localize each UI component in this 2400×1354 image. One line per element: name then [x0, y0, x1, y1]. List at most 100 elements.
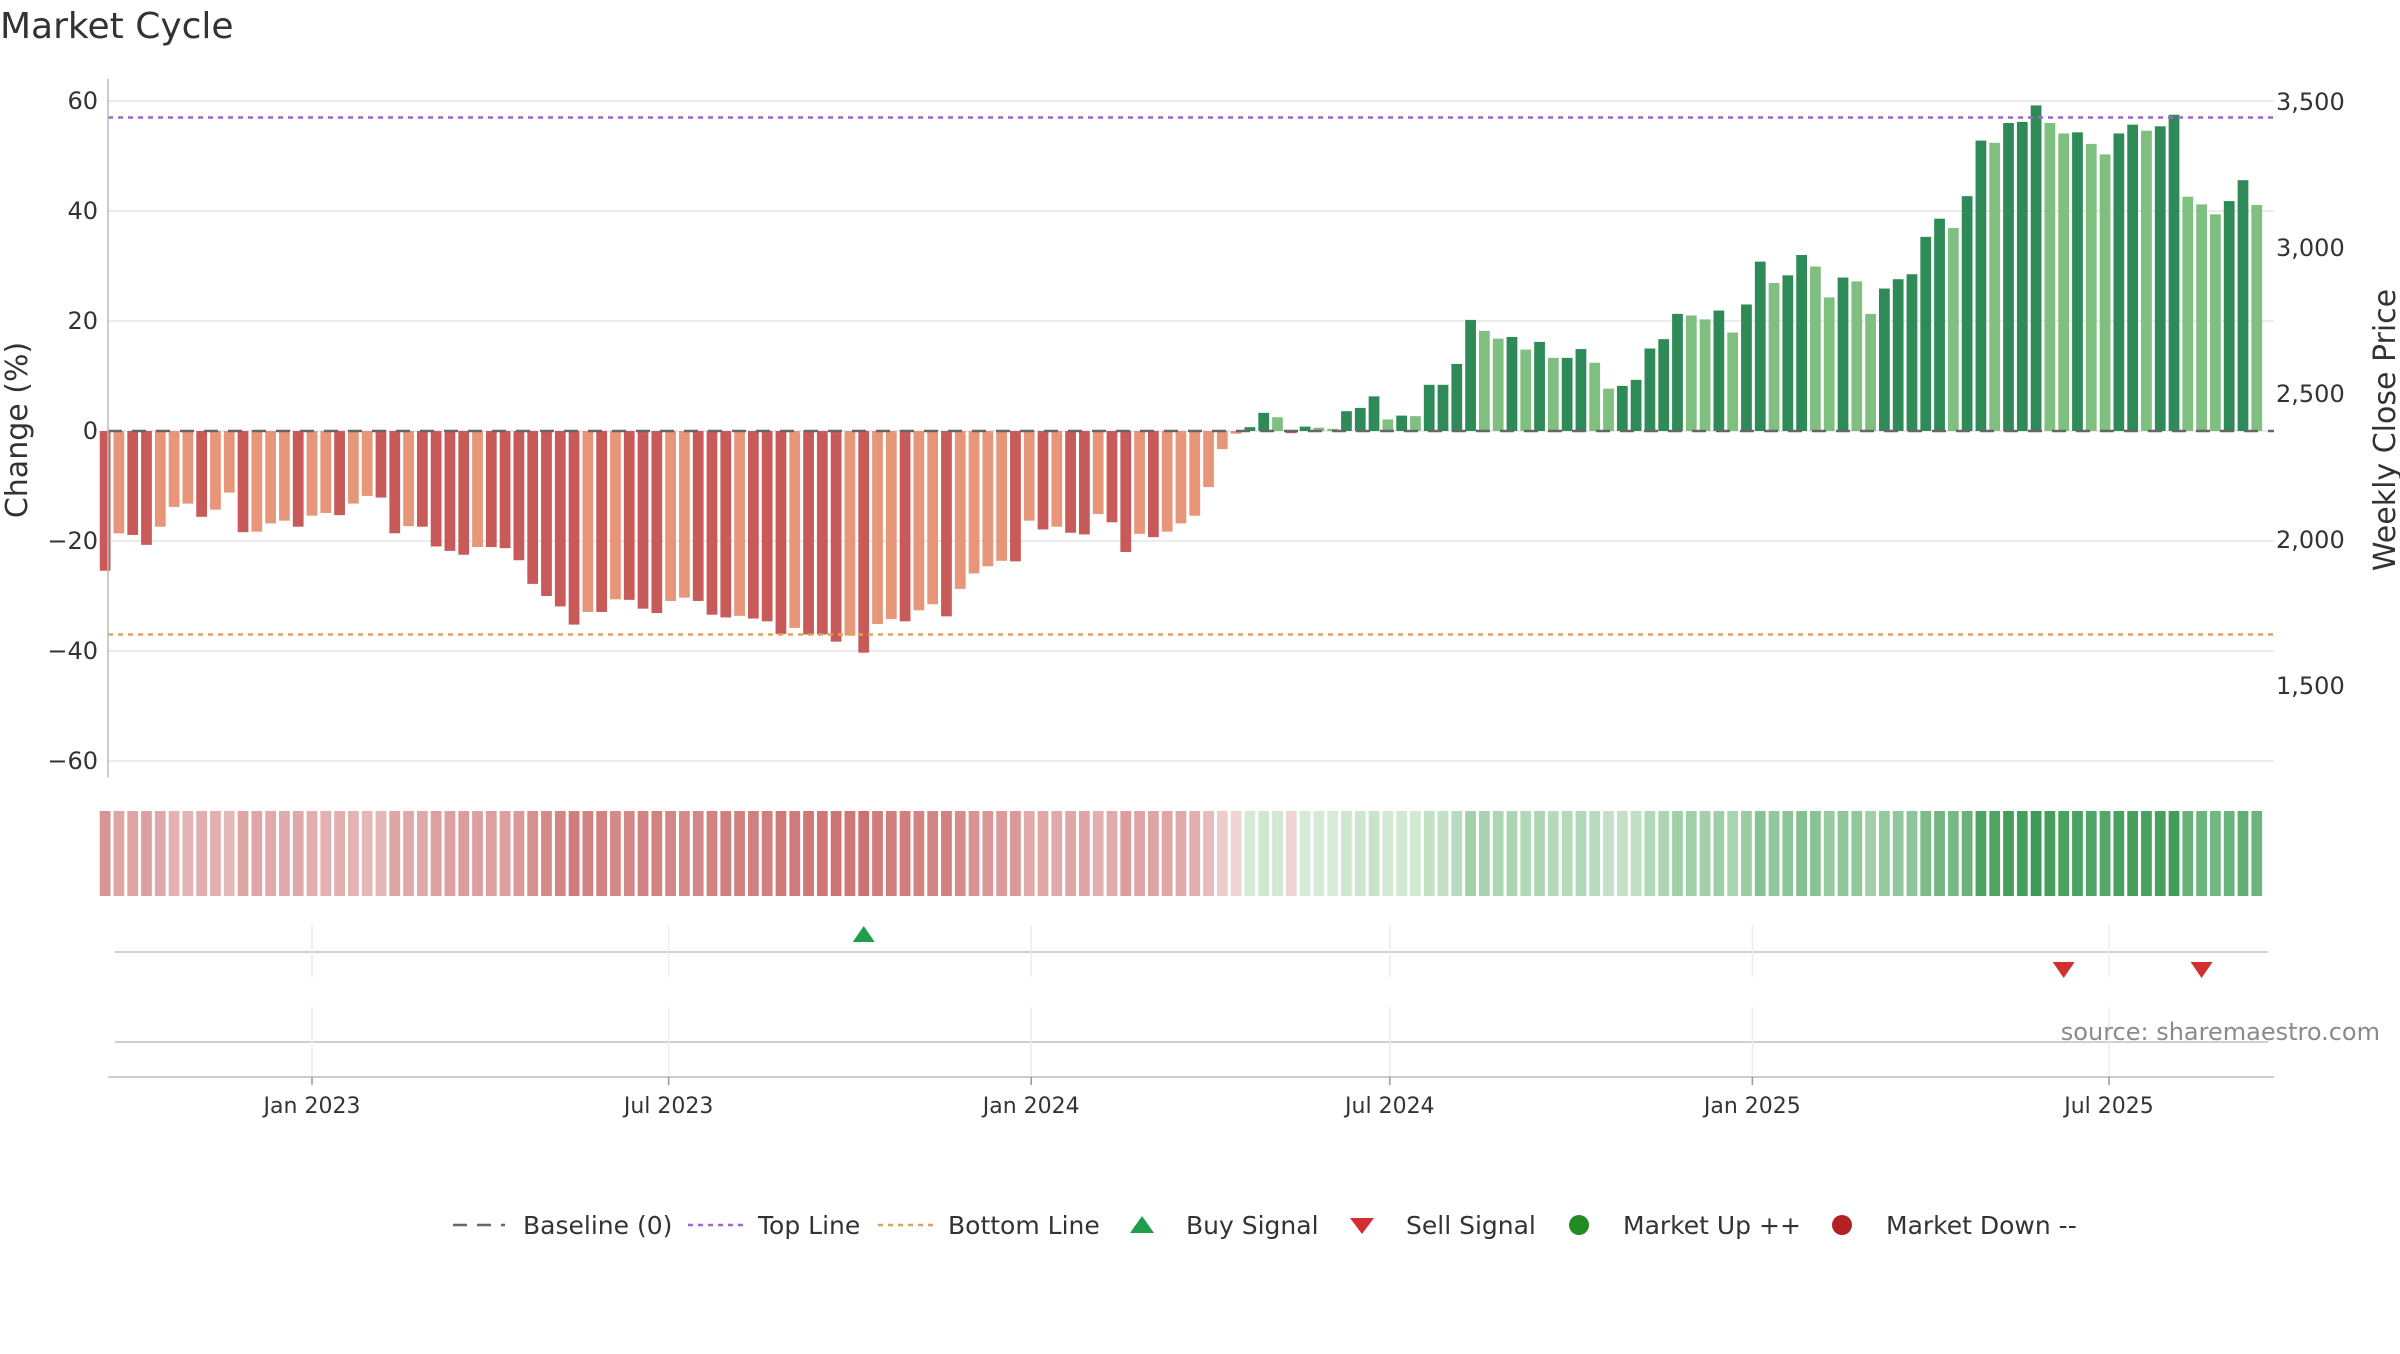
- heat-strip-cell: [734, 811, 745, 896]
- heat-strip-cell: [1741, 811, 1752, 896]
- y-right-tick-label: 2,000: [2276, 526, 2345, 554]
- change-bar: [1023, 431, 1035, 521]
- heat-strip-cell: [1782, 811, 1794, 896]
- change-bar: [1354, 407, 1366, 431]
- heat-strip-cell: [1672, 811, 1683, 896]
- heat-strip-cell: [706, 811, 718, 896]
- heat-strip-cell: [1065, 811, 1076, 896]
- heat-strip-cell: [2113, 811, 2125, 896]
- heat-strip-cell: [1203, 811, 1214, 896]
- legend-sell-signal: Sell Signal: [1350, 1211, 1536, 1240]
- x-tick-label: Jan 2023: [262, 1094, 361, 1119]
- change-bar: [1561, 357, 1573, 431]
- heat-strip-cell: [485, 811, 497, 896]
- change-bar: [1961, 196, 1973, 431]
- change-bar: [1947, 228, 1959, 431]
- x-tick-label: Jul 2025: [2062, 1094, 2154, 1119]
- y-left-tick-label: −60: [47, 747, 98, 775]
- legend-label: Sell Signal: [1406, 1211, 1536, 1240]
- change-bar: [1299, 426, 1311, 431]
- change-bar: [2237, 180, 2249, 431]
- change-bar: [775, 431, 787, 634]
- heat-strip-cell: [1313, 811, 1325, 896]
- heat-strip-cell: [1175, 811, 1187, 896]
- y-left-tick-label: −20: [47, 527, 98, 555]
- change-bar: [913, 431, 925, 611]
- heat-strip-cell: [1865, 811, 1876, 896]
- heat-strip-cell: [568, 811, 580, 896]
- heat-strip-cell: [1851, 811, 1863, 896]
- y-right-tick-label: 3,500: [2276, 88, 2345, 116]
- change-bar: [1479, 330, 1490, 431]
- change-bar: [1010, 431, 1021, 562]
- change-bar: [1878, 288, 1890, 431]
- change-bar: [803, 431, 814, 635]
- heat-strip-cell: [472, 811, 483, 896]
- change-bar: [1727, 332, 1739, 431]
- heat-strip-cell: [2016, 811, 2028, 896]
- legend-market-up: Market Up ++: [1569, 1211, 1801, 1240]
- change-bar: [2168, 114, 2180, 431]
- heat-strip-cell: [2182, 811, 2194, 896]
- reference-lines: [108, 116, 2274, 636]
- heat-strip-cell: [1796, 811, 1807, 896]
- change-bar: [2099, 154, 2111, 431]
- change-bar: [1272, 417, 1283, 431]
- change-bar: [1534, 341, 1545, 431]
- change-bar: [651, 431, 663, 614]
- heat-strip-cell: [582, 811, 594, 896]
- change-bar: [223, 431, 235, 493]
- change-bar: [1396, 415, 1408, 431]
- change-bar: [734, 431, 745, 616]
- change-bar: [541, 431, 552, 596]
- change-bar: [306, 431, 318, 516]
- heat-strip-cell: [1410, 811, 1421, 896]
- heat-strip-cell: [941, 811, 952, 896]
- heat-strip-cell: [968, 811, 980, 896]
- heat-strip-cell: [265, 811, 277, 896]
- change-bar: [2141, 130, 2152, 431]
- bars-layer: [99, 105, 2263, 653]
- change-bar: [1203, 431, 1214, 488]
- chart-title: Market Cycle: [0, 6, 234, 47]
- heat-strip-cell: [844, 811, 856, 896]
- change-bar: [1313, 427, 1325, 431]
- change-bar: [2044, 123, 2056, 431]
- heat-strip-cell: [444, 811, 456, 896]
- change-bar: [1934, 218, 1945, 431]
- heat-strip-cell: [954, 811, 966, 896]
- change-bar: [2113, 133, 2125, 431]
- heat-strip-cell: [1630, 811, 1642, 896]
- change-bar: [154, 431, 166, 527]
- heat-strip-cell: [223, 811, 235, 896]
- heat-strip-cell: [1644, 811, 1656, 896]
- change-bar: [2072, 132, 2083, 431]
- change-bar: [1230, 431, 1242, 434]
- change-bar: [472, 431, 483, 548]
- change-bar: [2154, 126, 2166, 432]
- change-bar: [320, 431, 332, 513]
- change-bar: [361, 431, 373, 496]
- change-bar: [1147, 431, 1159, 538]
- x-tick-label: Jul 2024: [1343, 1094, 1435, 1119]
- heat-strip-cell: [403, 811, 414, 896]
- heat-strip-cell: [2003, 811, 2014, 896]
- heat-strip-cell: [389, 811, 401, 896]
- change-bar: [1051, 431, 1063, 527]
- heat-strip-cell: [513, 811, 525, 896]
- heat-strip-cell: [1961, 811, 1973, 896]
- change-bar: [1851, 281, 1863, 431]
- legend-label: Baseline (0): [523, 1211, 672, 1240]
- y-axis-left-title: Change (%): [0, 342, 35, 518]
- change-bar: [596, 431, 608, 612]
- change-bar: [1713, 310, 1725, 431]
- x-tick-label: Jan 2025: [1702, 1094, 1801, 1119]
- change-bar: [251, 431, 263, 532]
- heat-strip-cell: [1079, 811, 1090, 896]
- heat-strip-cell: [1906, 811, 1918, 896]
- change-bar: [1672, 313, 1683, 431]
- heat-strip-cell: [279, 811, 290, 896]
- change-bar: [1451, 363, 1463, 431]
- heat-strip-cell: [2072, 811, 2083, 896]
- heat-strip-cell: [803, 811, 814, 896]
